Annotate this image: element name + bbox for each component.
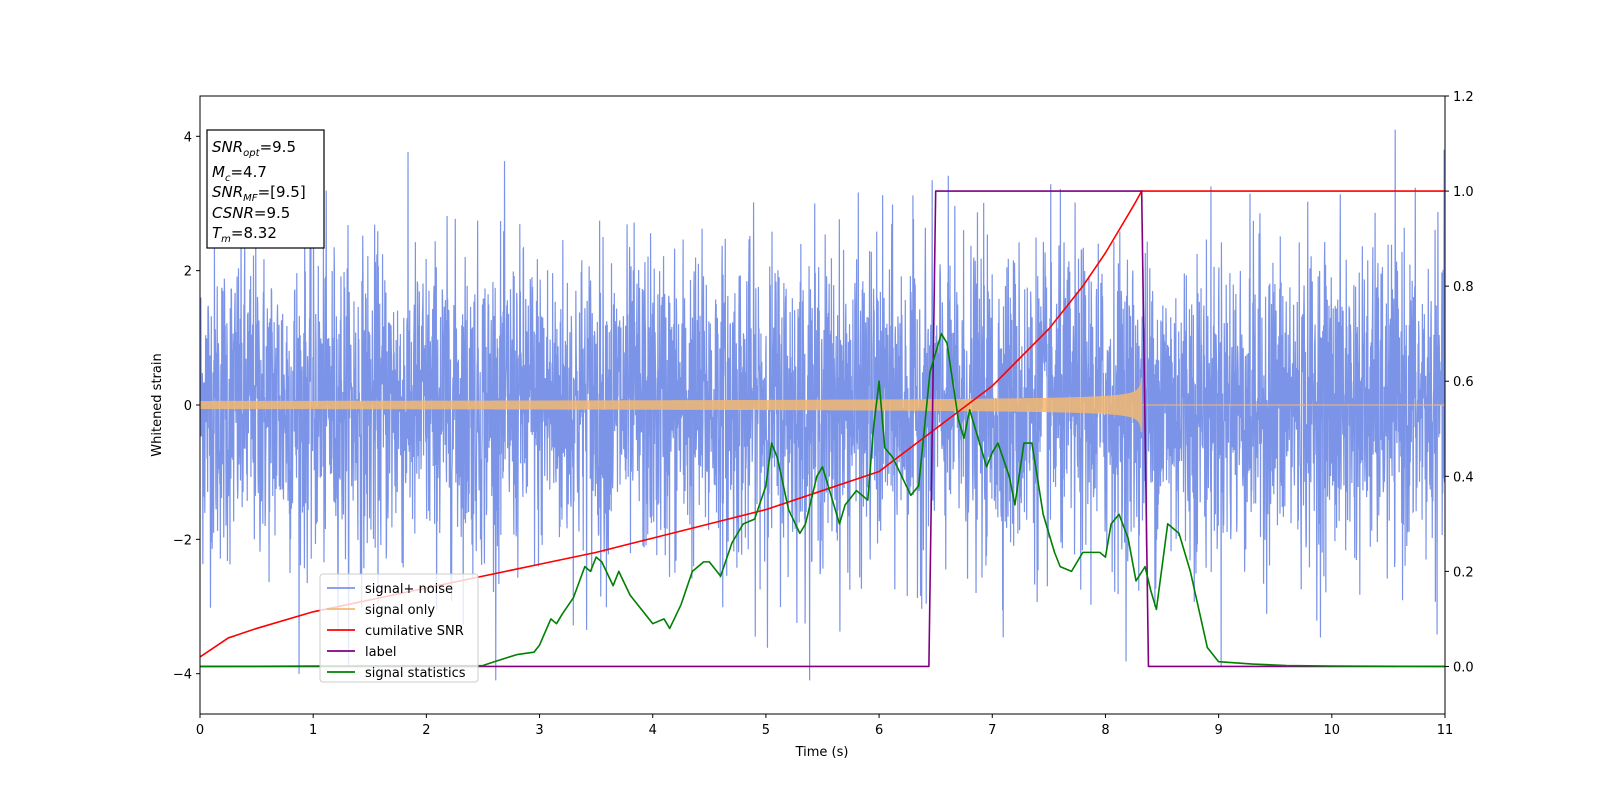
legend-item-signal-only: signal only [327, 603, 435, 618]
x-axis-label: Time (s) [795, 745, 849, 760]
info-box-frame [206, 129, 325, 249]
legend-label: cumilative SNR [365, 624, 464, 639]
info-line: Tm=8.32 [212, 224, 277, 245]
legend-item-label: label [327, 645, 396, 660]
y-right-tick-label: 1.2 [1453, 90, 1474, 105]
x-tick-label: 3 [535, 723, 543, 738]
y-left-tick-label: 0 [184, 399, 192, 414]
y-axis-label: Whitened strain [150, 353, 165, 456]
y-left-tick-label: −4 [173, 668, 192, 683]
x-tick-label: 2 [422, 723, 430, 738]
y-right-tick-label: 0.4 [1453, 470, 1474, 485]
y-right-tick-label: 0.0 [1453, 660, 1474, 675]
legend-label: signal statistics [365, 666, 466, 681]
info-line: SNRopt=9.5 [212, 138, 296, 159]
legend-item-signal-noise: signal+ noise [327, 582, 453, 597]
x-tick-label: 10 [1324, 723, 1341, 738]
y-right-tick-label: 1.0 [1453, 185, 1474, 200]
y-left-tick-label: 2 [184, 265, 192, 280]
legend-label: signal only [365, 603, 435, 618]
series-signal-statistics [200, 332, 1445, 668]
x-tick-label: 11 [1437, 723, 1454, 738]
x-tick-label: 0 [196, 723, 204, 738]
x-tick-label: 5 [762, 723, 770, 738]
x-tick-label: 1 [309, 723, 317, 738]
x-tick-label: 7 [988, 723, 996, 738]
series-signal-only [200, 377, 1445, 433]
legend-label: label [365, 645, 396, 660]
x-tick-label: 4 [649, 723, 657, 738]
y-right-tick-label: 0.2 [1453, 565, 1474, 580]
legend-item-signal-statistics: signal statistics [327, 666, 466, 681]
x-tick-label: 6 [875, 723, 883, 738]
y-left-tick-label: −2 [173, 533, 192, 548]
legend-label: signal+ noise [365, 582, 453, 597]
series-label [200, 190, 1445, 668]
info-line: CSNR=9.5 [212, 204, 290, 222]
series-signal-noise [200, 129, 1445, 681]
ticks-layer: 0 1 2 3 4 5 6 7 8 9 10 11 −4 −2 0 2 4 0.0 0.2 0.4 0.6 0.8 1.0 1… [173, 90, 1474, 738]
info-line: Mc=4.7 [212, 163, 267, 184]
x-tick-label: 8 [1101, 723, 1109, 738]
y-right-tick-label: 0.8 [1453, 280, 1474, 295]
y-left-tick-label: 4 [184, 130, 192, 145]
legend-item-cumulative-snr: cumilative SNR [327, 624, 464, 639]
y-right-tick-label: 0.6 [1453, 375, 1474, 390]
x-tick-label: 9 [1214, 723, 1222, 738]
legend-frame [319, 573, 479, 683]
legend: signal+ noise signal only cumilative SNR la… [319, 573, 479, 683]
info-line: SNRMF=[9.5] [212, 183, 306, 204]
